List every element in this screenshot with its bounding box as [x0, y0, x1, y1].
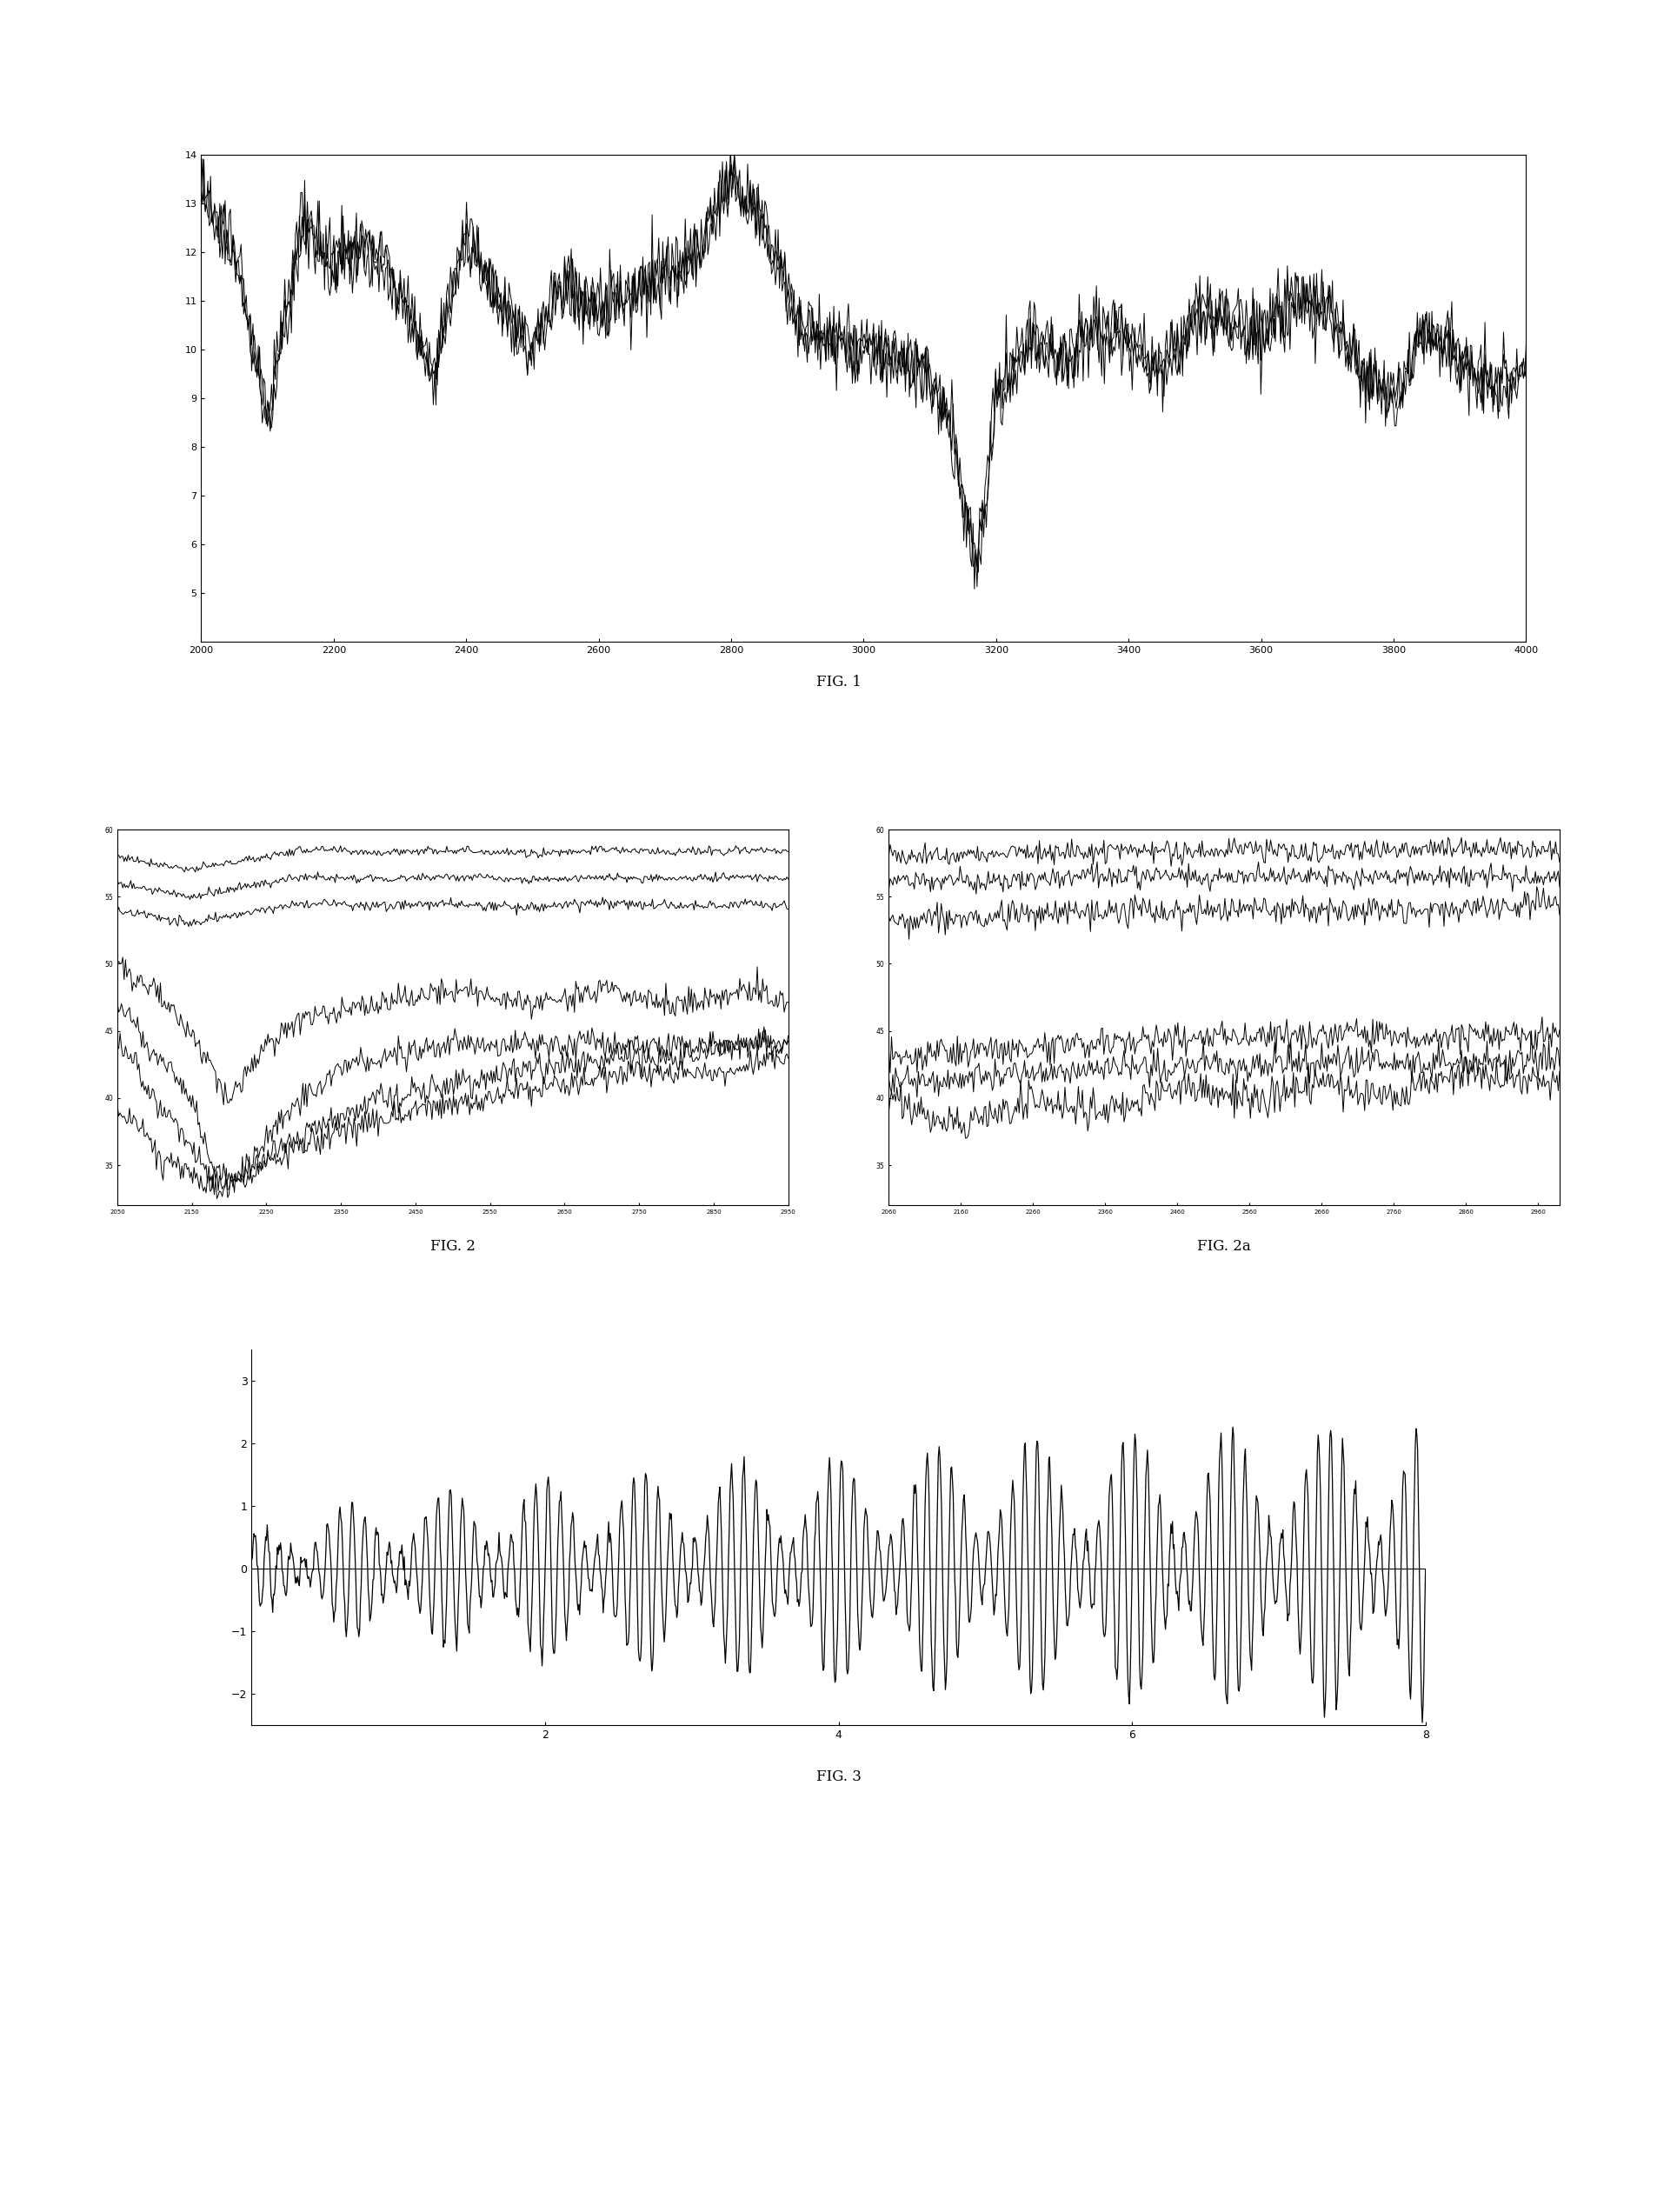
Text: FIG. 3: FIG. 3: [817, 1770, 860, 1785]
Text: FIG. 2: FIG. 2: [431, 1239, 475, 1254]
Text: FIG. 1: FIG. 1: [817, 675, 860, 690]
Text: FIG. 2a: FIG. 2a: [1197, 1239, 1251, 1254]
